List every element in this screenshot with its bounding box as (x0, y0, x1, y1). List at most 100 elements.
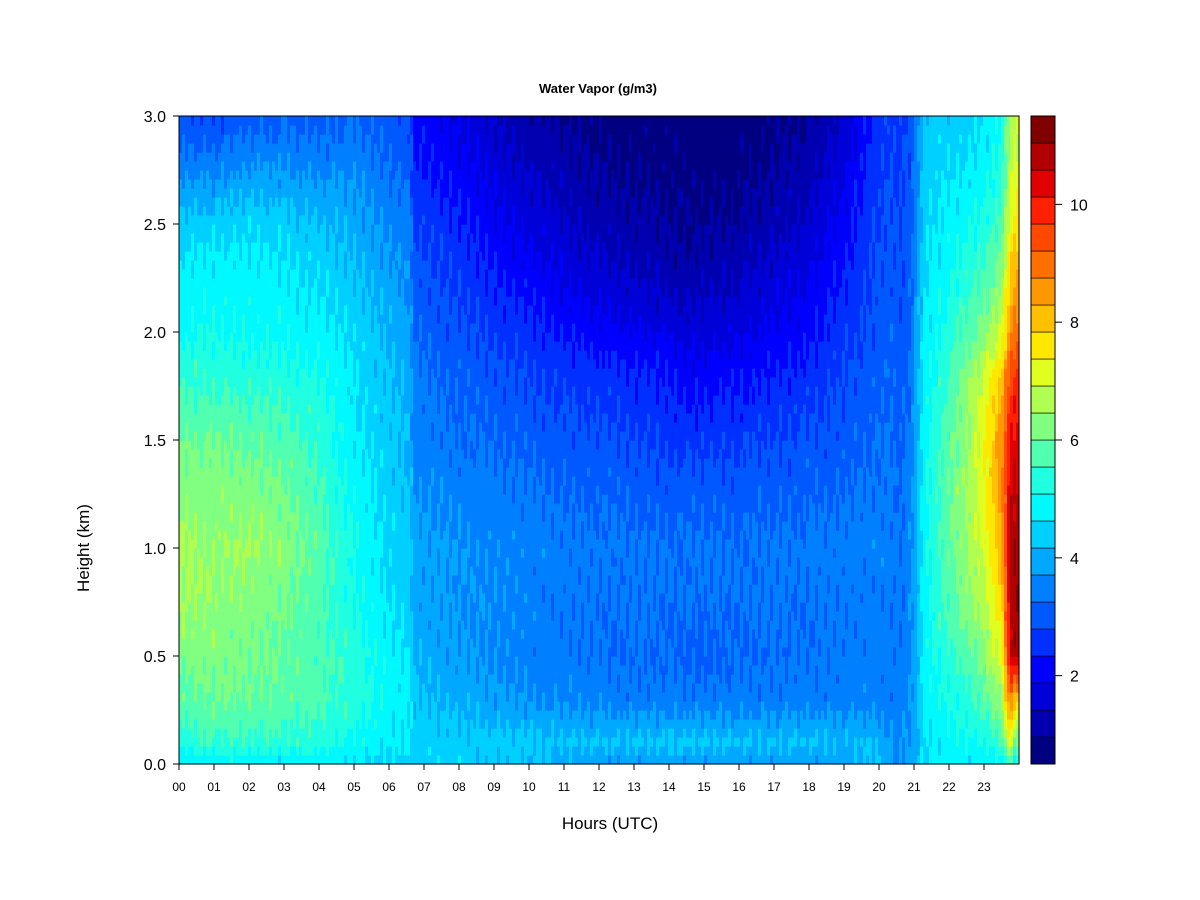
heatmap-cell (290, 755, 294, 765)
heatmap-cell (329, 701, 333, 711)
heatmap-cell (308, 710, 312, 720)
heatmap-cell (767, 719, 771, 729)
heatmap-cell (983, 710, 987, 720)
heatmap-cell (557, 719, 561, 729)
heatmap-cell (803, 737, 807, 747)
heatmap-cell (998, 737, 1002, 747)
heatmap-cell (539, 755, 543, 765)
heatmap-cell (638, 701, 642, 711)
heatmap-cell (749, 701, 753, 711)
heatmap-cell (653, 755, 657, 765)
heatmap-cell (374, 719, 378, 729)
heatmap-cell (857, 701, 861, 711)
heatmap-cell (620, 710, 624, 720)
heatmap-cell (824, 710, 828, 720)
heatmap-cell (473, 737, 477, 747)
heatmap-cell (464, 719, 468, 729)
heatmap-cell (683, 746, 687, 756)
heatmap-cell (635, 719, 639, 729)
heatmap-cell (650, 728, 654, 738)
heatmap-cell (257, 737, 261, 747)
heatmap-cell (353, 737, 357, 747)
heatmap-cell (791, 710, 795, 720)
heatmap-cell (752, 728, 756, 738)
heatmap-cell (503, 719, 507, 729)
heatmap-cell (749, 719, 753, 729)
heatmap-cell (869, 710, 873, 720)
heatmap-cell (674, 701, 678, 711)
heatmap-cell (896, 701, 900, 711)
heatmap-cell (785, 710, 789, 720)
heatmap-cell (716, 728, 720, 738)
heatmap-cell (383, 710, 387, 720)
heatmap-cell (182, 710, 186, 720)
heatmap-cell (383, 737, 387, 747)
heatmap-cell (752, 755, 756, 765)
heatmap-cell (722, 701, 726, 711)
heatmap-cell (866, 701, 870, 711)
heatmap-cell (515, 746, 519, 756)
heatmap-cell (221, 737, 225, 747)
heatmap-cell (761, 737, 765, 747)
heatmap-cell (896, 755, 900, 765)
heatmap-cell (857, 710, 861, 720)
heatmap-cell (878, 710, 882, 720)
heatmap-cell (707, 755, 711, 765)
heatmap-cell (944, 746, 948, 756)
heatmap-cell (689, 746, 693, 756)
heatmap-cell (590, 737, 594, 747)
heatmap-cell (674, 737, 678, 747)
heatmap-cell (824, 701, 828, 711)
heatmap-cell (629, 728, 633, 738)
heatmap-cell (515, 737, 519, 747)
heatmap-cell (431, 710, 435, 720)
heatmap-cell (932, 719, 936, 729)
heatmap-cell (884, 728, 888, 738)
heatmap-cell (866, 710, 870, 720)
heatmap-cell (881, 746, 885, 756)
heatmap-cell (815, 737, 819, 747)
heatmap-cell (434, 755, 438, 765)
heatmap-cell (944, 710, 948, 720)
heatmap-cell (926, 755, 930, 765)
heatmap-cell (329, 719, 333, 729)
heatmap-cell (650, 755, 654, 765)
heatmap-cell (242, 701, 246, 711)
heatmap-cell (698, 755, 702, 765)
heatmap-cell (503, 710, 507, 720)
heatmap-cell (479, 710, 483, 720)
heatmap-cell (623, 701, 627, 711)
heatmap-cell (347, 746, 351, 756)
heatmap-cell (1007, 728, 1011, 738)
heatmap-cell (377, 728, 381, 738)
heatmap-cell (722, 710, 726, 720)
heatmap-cell (581, 746, 585, 756)
heatmap-cell (536, 728, 540, 738)
heatmap-cell (194, 755, 198, 765)
heatmap-cell (542, 710, 546, 720)
heatmap-cell (548, 719, 552, 729)
heatmap-cell (590, 710, 594, 720)
heatmap-cell (914, 728, 918, 738)
heatmap-cell (368, 719, 372, 729)
heatmap-cell (428, 710, 432, 720)
heatmap-cell (650, 710, 654, 720)
heatmap-cell (356, 719, 360, 729)
heatmap-cell (302, 746, 306, 756)
heatmap-cell (512, 746, 516, 756)
heatmap-cell (515, 755, 519, 765)
heatmap-cell (842, 728, 846, 738)
heatmap-cell (812, 728, 816, 738)
heatmap-cell (680, 728, 684, 738)
heatmap-cell (962, 710, 966, 720)
heatmap-cell (623, 719, 627, 729)
heatmap-cell (443, 737, 447, 747)
heatmap-cell (872, 755, 876, 765)
heatmap-cell (614, 701, 618, 711)
heatmap-cell (506, 710, 510, 720)
heatmap-cell (845, 719, 849, 729)
heatmap-cell (467, 728, 471, 738)
heatmap-cell (1007, 710, 1011, 720)
heatmap-cell (245, 728, 249, 738)
heatmap-cell (1016, 737, 1020, 747)
